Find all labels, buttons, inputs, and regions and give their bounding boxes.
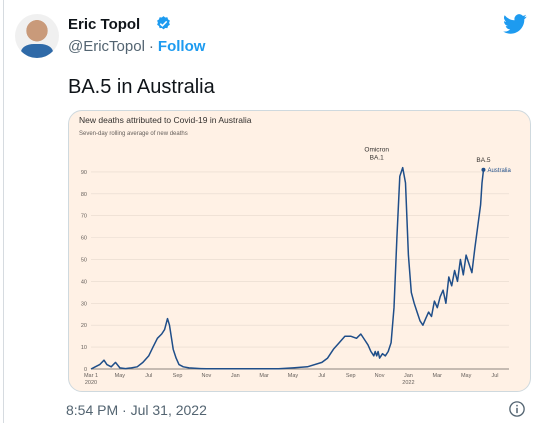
y-tick-label: 90	[81, 170, 87, 176]
x-tick-label: Jan	[404, 373, 413, 379]
y-tick-label: 0	[84, 367, 87, 373]
twitter-bird-icon[interactable]	[502, 12, 528, 36]
tweet-text: BA.5 in Australia	[68, 76, 215, 98]
x-tick-label: Jan	[231, 373, 240, 379]
annotation-label: BA.5	[476, 157, 490, 164]
author-handle-row: @EricTopol · Follow	[68, 38, 205, 55]
x-tick-label: May	[288, 373, 299, 379]
verified-badge-icon	[157, 16, 170, 30]
follow-button[interactable]: Follow	[157, 38, 206, 55]
x-tick-label: May	[115, 373, 126, 379]
y-tick-label: 40	[81, 279, 87, 285]
author-handle[interactable]: @EricTopol	[68, 38, 145, 55]
x-tick-label: Mar	[433, 373, 443, 379]
x-tick-label: Jul	[318, 373, 325, 379]
y-tick-label: 60	[81, 236, 87, 242]
series-line-australia	[90, 166, 485, 370]
y-axis: 0 10 20 30 40 50 60 70 80 90	[81, 170, 87, 373]
chart-card[interactable]: New deaths attributed to Covid-19 in Aus…	[68, 110, 531, 392]
chart-subtitle: Seven-day rolling average of new deaths	[79, 131, 188, 137]
x-axis: Mar 1 May Jul Sep Nov Jan Mar May Jul Sep Nov Jan Ma…	[84, 373, 499, 386]
avatar[interactable]	[15, 14, 59, 58]
x-tick-label: Jul	[145, 373, 152, 379]
x-tick-label: May	[461, 373, 472, 379]
y-tick-label: 80	[81, 192, 87, 198]
x-tick-label: Sep	[346, 373, 356, 379]
tweet-card: Eric Topol @EricTopol · Follow BA.5 in Aus…	[3, 0, 543, 423]
y-tick-label: 70	[81, 214, 87, 220]
series-end-marker	[481, 167, 486, 172]
deaths-chart: New deaths attributed to Covid-19 in Aus…	[79, 115, 511, 386]
x-tick-label: Sep	[173, 373, 183, 379]
author-name[interactable]: Eric Topol	[68, 16, 141, 33]
annotation-label: BA.1	[370, 155, 384, 162]
x-tick-label: Jul	[491, 373, 498, 379]
series-label: Australia	[487, 168, 511, 174]
y-tick-label: 50	[81, 258, 87, 264]
chart-grid	[91, 171, 509, 370]
y-tick-label: 30	[81, 301, 87, 307]
avatar-shirt	[21, 44, 53, 58]
x-tick-label: Mar 1	[84, 373, 98, 379]
x-year-label: 2020	[85, 380, 97, 386]
y-tick-label: 20	[81, 323, 87, 329]
info-icon[interactable]	[508, 400, 526, 418]
chart-title: New deaths attributed to Covid-19 in Aus…	[79, 115, 252, 125]
x-year-label: 2022	[402, 380, 414, 386]
separator-dot: ·	[148, 38, 154, 55]
y-tick-label: 10	[81, 345, 87, 351]
x-tick-label: Mar	[259, 373, 269, 379]
tweet-timestamp[interactable]: 8:54 PM · Jul 31, 2022	[66, 402, 207, 418]
x-tick-label: Nov	[202, 373, 212, 379]
annotation-label: Omicron	[364, 147, 389, 154]
x-tick-label: Nov	[375, 373, 385, 379]
